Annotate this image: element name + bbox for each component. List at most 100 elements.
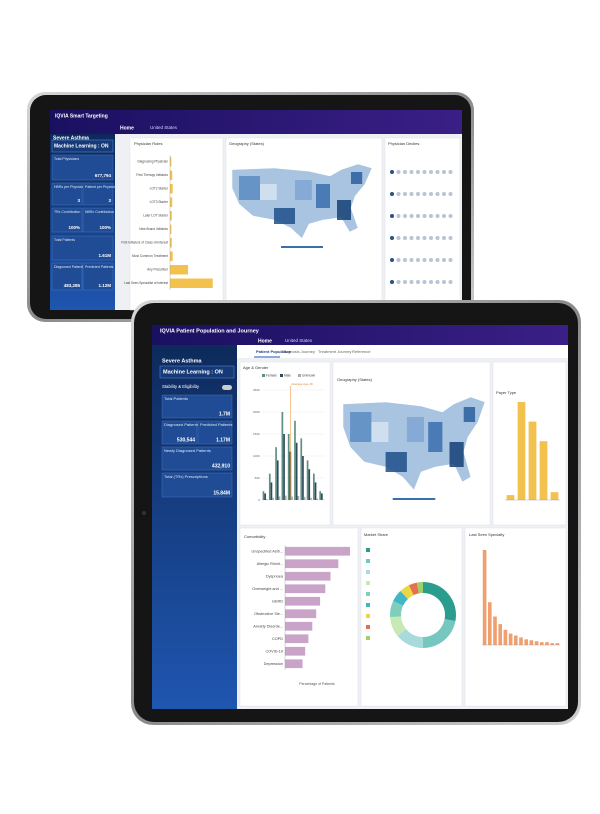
bar	[285, 559, 339, 569]
tab[interactable]: Treatment Journey	[318, 349, 351, 354]
bar	[316, 498, 319, 500]
decile-dot	[403, 170, 407, 174]
bar	[300, 438, 303, 500]
panel-title: Payer Type	[496, 390, 517, 395]
bar	[545, 642, 549, 645]
map-region	[337, 200, 351, 220]
tab[interactable]: Patient Population	[256, 349, 292, 354]
decile-dot	[422, 236, 427, 240]
back-ml-box	[51, 139, 114, 153]
kpi-card	[161, 472, 233, 498]
panel-title: Physician Roles	[134, 141, 162, 146]
y-tick-label: 50K	[255, 476, 260, 480]
bar	[170, 238, 172, 248]
toggle[interactable]	[222, 385, 232, 390]
decile-dot	[396, 214, 401, 218]
bar	[283, 434, 285, 500]
kpi-card	[161, 394, 233, 419]
bar	[303, 496, 306, 500]
decile-dot	[403, 280, 407, 284]
decile-dot	[409, 214, 414, 218]
bar	[272, 497, 274, 500]
map-region	[295, 180, 312, 200]
decile-dot	[422, 214, 427, 218]
map-region	[316, 184, 330, 208]
donut-segment	[390, 616, 407, 637]
decile-dot	[442, 280, 446, 284]
kpi-value: 1.61M	[98, 253, 111, 258]
map-region	[274, 208, 295, 224]
map-region	[371, 422, 389, 442]
decile-dot	[442, 214, 446, 218]
decile-dot	[448, 236, 453, 240]
indication: Severe Asthma	[162, 358, 202, 364]
legend-swatch	[366, 603, 370, 607]
decile-dot	[403, 214, 407, 218]
y-tick-label: LOT3 Starter	[150, 200, 169, 204]
decile-dot	[435, 236, 440, 240]
decile-dot	[442, 258, 446, 262]
decile-dot	[429, 236, 433, 240]
bar	[528, 421, 537, 500]
bar	[264, 493, 266, 500]
donut-segment	[400, 585, 414, 599]
panel	[384, 137, 461, 311]
decile-dot	[448, 170, 453, 174]
donut-segment	[408, 582, 419, 596]
y-tick-label: LOT2 Starter	[150, 187, 169, 191]
nav-item: Home	[258, 338, 272, 344]
kpi-card	[197, 420, 233, 445]
legend-swatch	[366, 559, 370, 563]
bar	[534, 641, 539, 645]
kpi-value: 100%	[99, 225, 111, 230]
decile-dot	[429, 192, 433, 196]
decile-dot	[422, 170, 427, 174]
kpi-label: NBRx Contribution	[85, 210, 114, 214]
decile-dot	[435, 192, 440, 196]
panel-title: Age & Gender	[243, 365, 269, 370]
legend-label: Female	[266, 373, 277, 377]
decile-dot	[442, 170, 446, 174]
bar	[170, 157, 172, 167]
bar	[313, 473, 315, 500]
legend-swatch	[366, 592, 370, 596]
decile-dot	[422, 258, 427, 262]
map-region	[406, 417, 424, 442]
bar	[285, 621, 313, 631]
bar	[321, 493, 323, 500]
bar	[285, 584, 326, 594]
decile-dot	[416, 236, 420, 240]
decile-dot	[422, 192, 427, 196]
bar	[493, 616, 497, 645]
decile-dot	[390, 192, 394, 196]
bar	[285, 546, 350, 556]
decile-dot	[390, 280, 394, 284]
bar	[319, 491, 322, 500]
y-tick-label: COVID-19	[265, 649, 283, 653]
tab[interactable]: Reference	[352, 349, 371, 354]
bar	[302, 456, 304, 500]
legend-swatch	[262, 374, 265, 377]
y-tick-label: GERD	[272, 599, 283, 603]
y-tick-label: First Initiators of Class-of-interest	[121, 241, 168, 245]
bar	[297, 496, 300, 500]
bar	[291, 496, 293, 500]
bar	[482, 550, 487, 645]
y-tick-label: Later LOT Starter	[143, 214, 169, 218]
bar	[285, 596, 321, 606]
map-shape	[231, 163, 373, 239]
bar	[487, 602, 492, 645]
decile-dot	[442, 236, 446, 240]
y-tick-label: 250K	[253, 388, 260, 392]
bar	[170, 211, 172, 221]
decile-dot	[435, 258, 440, 262]
legend-label: Male	[284, 373, 291, 377]
y-tick-label: COPD	[272, 637, 283, 641]
kpi-value: 3	[77, 198, 80, 203]
bar	[517, 402, 526, 500]
map-region	[351, 172, 363, 184]
y-tick-label: Diagnosing Physician	[138, 160, 169, 164]
bar	[555, 643, 560, 645]
bar	[278, 496, 281, 500]
tab[interactable]: Diagnosis Journey	[282, 349, 315, 354]
